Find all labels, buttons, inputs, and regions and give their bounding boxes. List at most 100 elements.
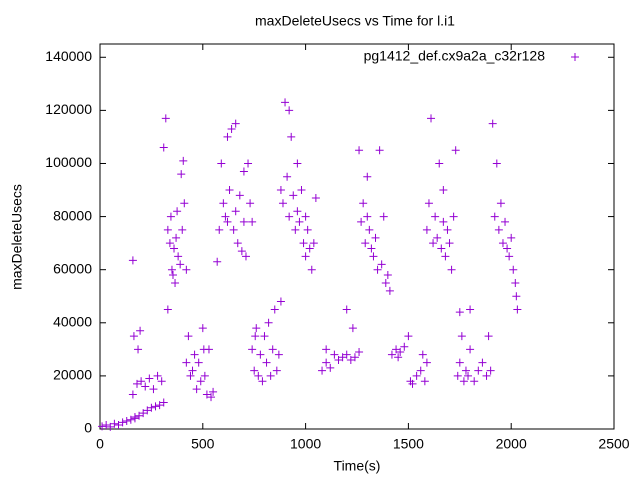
x-tick-label: 500: [191, 436, 215, 452]
data-point: [161, 114, 170, 123]
x-tick-label: 2000: [496, 436, 527, 452]
data-point: [457, 332, 466, 341]
y-axis-label: maxDeleteUsecs: [9, 184, 25, 290]
data-point: [435, 159, 444, 168]
data-point: [215, 225, 224, 234]
data-point: [509, 265, 518, 274]
data-point: [136, 326, 145, 335]
data-point: [276, 186, 285, 195]
data-point: [507, 233, 516, 242]
data-point: [248, 345, 257, 354]
data-point: [375, 146, 384, 155]
data-point: [98, 422, 107, 431]
data-point: [498, 239, 507, 248]
data-point: [258, 377, 267, 386]
data-point: [225, 186, 234, 195]
data-point: [437, 244, 446, 253]
data-point: [490, 212, 499, 221]
data-point: [176, 260, 185, 269]
data-point: [239, 167, 248, 176]
data-point: [278, 199, 287, 208]
data-point: [272, 366, 281, 375]
data-point: [299, 239, 308, 248]
data-point: [455, 308, 464, 317]
data-point: [134, 345, 143, 354]
data-point: [274, 350, 283, 359]
data-point: [223, 217, 232, 226]
data-point: [484, 332, 493, 341]
data-point: [305, 244, 314, 253]
data-point: [322, 358, 331, 367]
x-tick-label: 2500: [598, 436, 629, 452]
data-point: [229, 225, 238, 234]
data-point: [126, 415, 135, 424]
data-point: [466, 305, 475, 314]
data-point: [170, 244, 179, 253]
data-point: [233, 239, 242, 248]
data-point: [171, 278, 180, 287]
data-point: [151, 402, 160, 411]
data-point: [182, 265, 191, 274]
data-point: [178, 225, 187, 234]
data-point: [293, 207, 302, 216]
data-point: [311, 194, 320, 202]
data-point: [494, 225, 503, 234]
y-tick-label: 100000: [45, 154, 92, 170]
data-point: [422, 358, 431, 367]
data-point: [447, 265, 456, 274]
legend-label: pg1412_def.cx9a2a_c32r128: [364, 48, 546, 64]
data-point: [200, 371, 209, 380]
data-point: [369, 252, 378, 261]
data-point: [326, 363, 335, 372]
data-point: [474, 366, 483, 375]
data-point: [287, 132, 296, 141]
data-point: [159, 398, 168, 407]
data-point: [400, 342, 409, 351]
data-point: [301, 252, 310, 261]
data-point: [404, 332, 413, 341]
data-point: [256, 350, 265, 359]
data-point: [359, 199, 368, 208]
data-point: [248, 217, 257, 226]
data-point: [396, 348, 405, 356]
y-tick-label: 20000: [53, 367, 92, 383]
data-point: [129, 332, 138, 341]
data-point: [262, 358, 271, 367]
data-point: [350, 353, 359, 362]
data-point: [418, 350, 427, 359]
data-point: [427, 114, 436, 123]
data-point: [363, 172, 372, 181]
data-point: [179, 156, 188, 165]
data-point: [303, 225, 312, 234]
data-point: [289, 191, 298, 200]
data-point: [285, 212, 294, 221]
data-point: [307, 265, 316, 274]
data-point: [501, 217, 510, 226]
data-point: [163, 225, 172, 234]
data-point: [143, 406, 152, 415]
data-point: [283, 172, 292, 181]
data-point: [293, 159, 302, 168]
data-point: [128, 256, 137, 265]
data-point: [381, 278, 390, 287]
data-point: [260, 332, 269, 341]
data-point: [252, 324, 261, 333]
data-point: [198, 324, 207, 333]
data-point: [439, 186, 448, 195]
data-point: [196, 377, 205, 386]
data-point: [199, 345, 208, 354]
data-point: [420, 377, 429, 386]
data-point: [239, 217, 248, 226]
data-point: [461, 366, 470, 375]
data-point: [202, 390, 211, 399]
data-point: [361, 239, 370, 248]
data-point: [149, 385, 158, 394]
data-point: [177, 170, 186, 179]
data-point: [246, 199, 255, 208]
data-point: [394, 353, 403, 362]
data-point: [459, 377, 468, 386]
data-point: [478, 358, 487, 367]
data-point: [455, 358, 464, 367]
y-tick-label: 140000: [45, 48, 92, 64]
data-point: [241, 252, 250, 261]
